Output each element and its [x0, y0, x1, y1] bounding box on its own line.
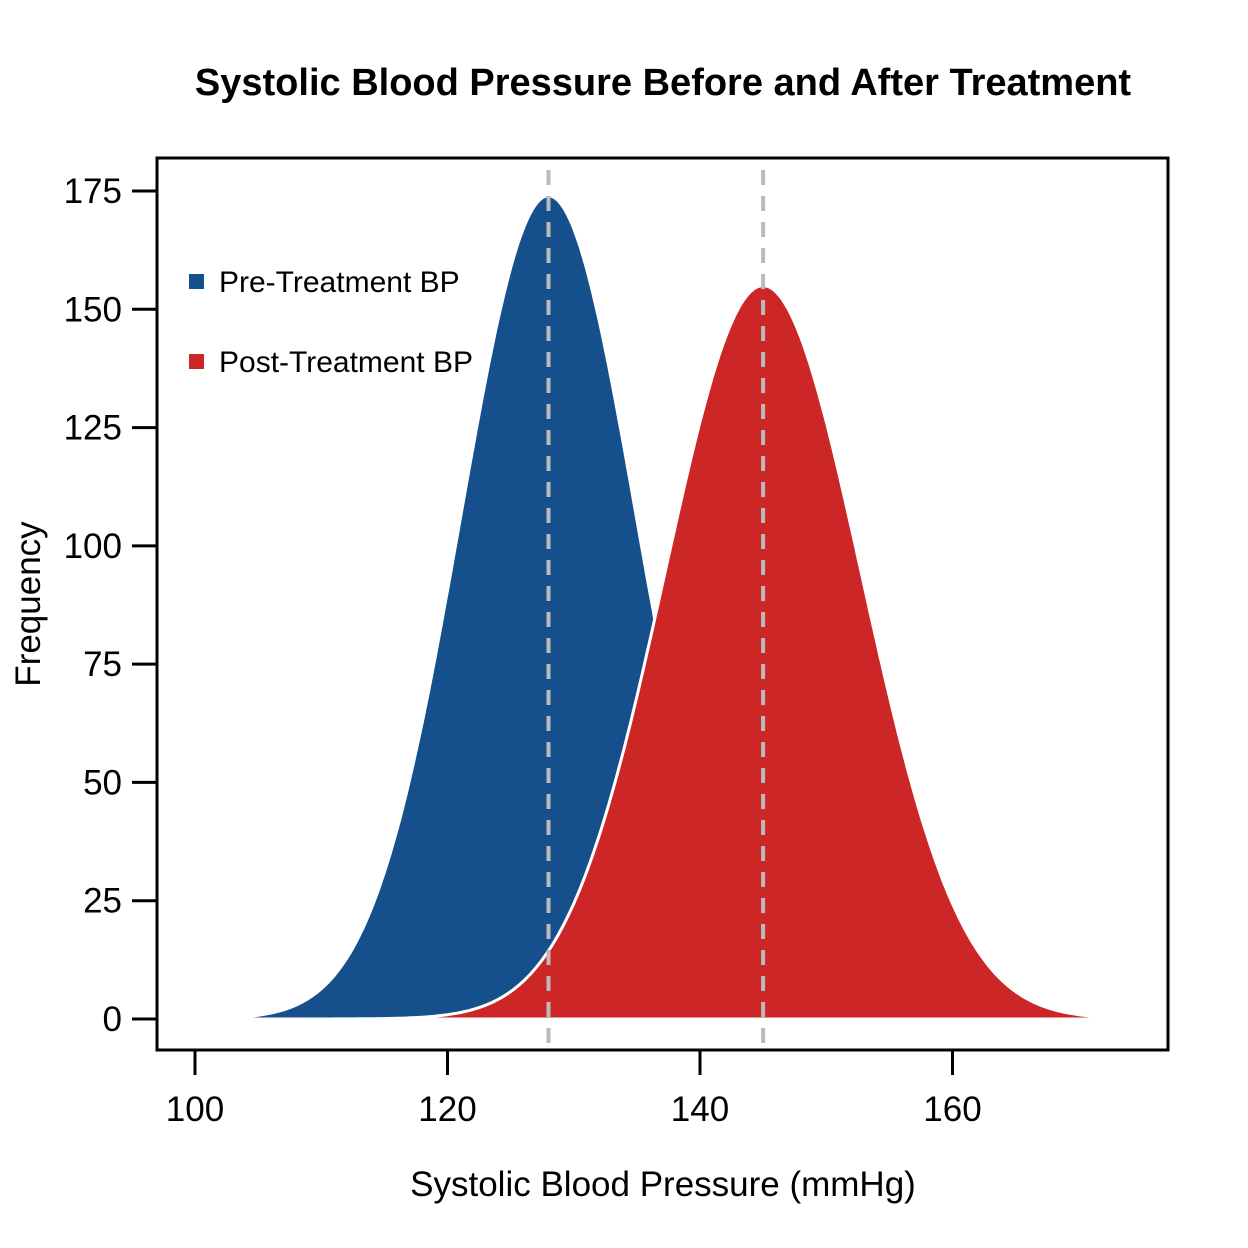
y-tick-label: 25 [83, 882, 122, 921]
x-tick-label: 160 [923, 1090, 981, 1129]
pre-treatment-legend-swatch [189, 274, 204, 289]
y-axis-title: Frequency [9, 521, 48, 687]
legend: Pre-Treatment BP Post-Treatment BP [189, 266, 473, 379]
pre-treatment-legend-label: Pre-Treatment BP [219, 266, 460, 299]
plot-border [155, 156, 1170, 1052]
y-tick-label: 100 [64, 527, 122, 566]
y-tick-label: 75 [83, 645, 122, 684]
x-axis: 100 120 140 160 [166, 1050, 982, 1129]
post-treatment-density-area [193, 284, 1131, 1021]
y-tick-label: 50 [83, 763, 122, 802]
y-tick-label: 125 [64, 409, 122, 448]
post-treatment-legend-swatch [189, 354, 204, 369]
x-tick-label: 120 [418, 1090, 476, 1129]
y-tick-label: 0 [103, 1000, 122, 1039]
x-tick-label: 100 [166, 1090, 224, 1129]
x-tick-label: 140 [671, 1090, 729, 1129]
x-axis-title: Systolic Blood Pressure (mmHg) [410, 1165, 916, 1204]
y-tick-label: 150 [64, 290, 122, 329]
y-tick-label: 175 [64, 172, 122, 211]
y-axis: 0 25 50 75 100 125 150 175 [64, 172, 157, 1039]
post-treatment-legend-label: Post-Treatment BP [219, 346, 473, 379]
chart-title: Systolic Blood Pressure Before and After… [195, 62, 1132, 104]
